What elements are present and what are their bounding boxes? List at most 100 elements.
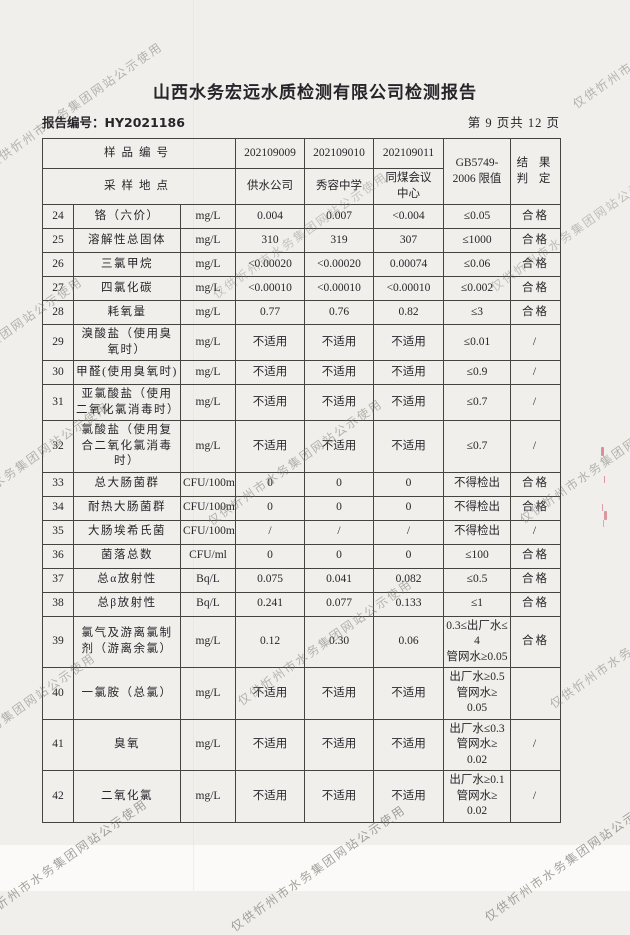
unit: CFU/100ml — [180, 519, 236, 545]
limit: ≤100 — [443, 543, 511, 569]
value-sample-3: 不适用 — [373, 718, 444, 772]
limit: ≤0.5 — [443, 567, 511, 593]
limit: ≤0.01 — [443, 324, 511, 362]
site-3: 同煤会议 中心 — [373, 167, 444, 206]
value-sample-2: 0.76 — [304, 300, 374, 326]
param-name: 耐热大肠菌群 — [73, 495, 181, 521]
row-number: 28 — [42, 300, 74, 326]
row-number: 37 — [42, 567, 74, 593]
value-sample-1: 310 — [235, 228, 305, 254]
unit: mg/L — [180, 204, 236, 230]
value-sample-2: 319 — [304, 228, 374, 254]
value-sample-2: 0.077 — [304, 591, 374, 617]
result: 合格 — [510, 615, 561, 669]
value-sample-3: 0 — [373, 495, 444, 521]
result: / — [510, 420, 561, 473]
value-sample-2: <0.00020 — [304, 252, 374, 278]
report-number: 报告编号：HY2021186 — [42, 115, 185, 130]
row-number: 40 — [42, 667, 74, 720]
param-name: 二氧化氯 — [73, 770, 181, 823]
page-indicator: 第 9 页共 12 页 — [467, 116, 560, 130]
result: 合格 — [510, 567, 561, 593]
header-row-sample-no: 样品编号 202109009 202109010 202109011 GB574… — [42, 137, 561, 206]
table-row: 29 溴酸盐（使用臭氧时） mg/L 不适用 不适用 不适用 ≤0.01/ — [42, 324, 561, 362]
value-sample-3: / — [373, 519, 444, 545]
value-sample-2: 0 — [304, 495, 374, 521]
limit: 不得检出 — [443, 495, 511, 521]
result: 合格 — [510, 300, 561, 326]
value-sample-2: 0.007 — [304, 204, 374, 230]
table-row: 42 二氧化氯 mg/L 不适用 不适用 不适用 出厂水≥0.1 管网水≥ 0.02/ — [42, 770, 561, 823]
limit: 出厂水≥0.5 管网水≥ 0.05 — [443, 667, 511, 720]
limit: ≤1000 — [443, 228, 511, 254]
unit: mg/L — [180, 360, 236, 386]
table-row: 25 溶解性总固体 mg/L 310 319 307 ≤1000 合格 — [42, 228, 561, 254]
unit: mg/L — [180, 228, 236, 254]
page-bottom-edge — [0, 845, 630, 891]
result-column-header: 结 果 判 定 — [510, 137, 561, 206]
unit: CFU/ml — [180, 543, 236, 569]
result: / — [510, 770, 561, 823]
value-sample-2: 不适用 — [304, 770, 374, 823]
limit: 不得检出 — [443, 519, 511, 545]
table-row: 32 氯酸盐（使用复合二氧化氯消毒时） mg/L 不适用 不适用 不适用 ≤0.7/ — [42, 420, 561, 473]
site-2: 秀容中学 — [304, 167, 374, 206]
param-name: 总α放射性 — [73, 567, 181, 593]
param-name: 氯酸盐（使用复合二氧化氯消毒时） — [73, 420, 181, 473]
row-number: 25 — [42, 228, 74, 254]
table-row: 36 菌落总数 CFU/ml 0 0 0 ≤100 合格 — [42, 543, 561, 569]
param-name: 铬（六价） — [73, 204, 181, 230]
table-row: 40 一氯胺（总氯） mg/L 不适用 不适用 不适用 出厂水≥0.5 管网水≥ 0.05 — [42, 667, 561, 720]
site-1: 供水公司 — [235, 167, 305, 206]
table-row: 27 四氯化碳 mg/L <0.00010 <0.00010 <0.00010 ≤0.002… — [42, 276, 561, 302]
limit: ≤3 — [443, 300, 511, 326]
value-sample-3: 307 — [373, 228, 444, 254]
limit: ≤0.7 — [443, 420, 511, 473]
param-name: 三氯甲烷 — [73, 252, 181, 278]
value-sample-2: 0.30 — [304, 615, 374, 669]
results-table: 样品编号 202109009 202109010 202109011 GB574… — [42, 137, 561, 823]
unit: CFU/100ml — [180, 471, 236, 497]
result: 合格 — [510, 591, 561, 617]
value-sample-2: 0 — [304, 471, 374, 497]
row-number: 42 — [42, 770, 74, 823]
value-sample-1: 0 — [235, 543, 305, 569]
unit: mg/L — [180, 615, 236, 669]
value-sample-1: 0.004 — [235, 204, 305, 230]
value-sample-3: 不适用 — [373, 384, 444, 422]
limit: ≤0.05 — [443, 204, 511, 230]
param-name: 亚氯酸盐（使用二氧化氯消毒时） — [73, 384, 181, 422]
limit-column-header: GB5749- 2006 限值 — [443, 137, 511, 206]
value-sample-1: 0.77 — [235, 300, 305, 326]
limit: ≤0.7 — [443, 384, 511, 422]
limit: ≤0.06 — [443, 252, 511, 278]
result: 合格 — [510, 252, 561, 278]
value-sample-2: 0.041 — [304, 567, 374, 593]
value-sample-3: 0.06 — [373, 615, 444, 669]
limit: ≤1 — [443, 591, 511, 617]
value-sample-1: <0.00020 — [235, 252, 305, 278]
result: 合格 — [510, 543, 561, 569]
unit: mg/L — [180, 770, 236, 823]
value-sample-2: <0.00010 — [304, 276, 374, 302]
unit: CFU/100ml — [180, 495, 236, 521]
unit: mg/L — [180, 300, 236, 326]
value-sample-3: 不适用 — [373, 770, 444, 823]
table-body: 24 铬（六价） mg/L 0.004 0.007 <0.004 ≤0.05 合格 25 溶解性总… — [42, 204, 561, 823]
table-row: 24 铬（六价） mg/L 0.004 0.007 <0.004 ≤0.05 合格 — [42, 204, 561, 230]
param-name: 甲醛(使用臭氧时) — [73, 360, 181, 386]
row-number: 27 — [42, 276, 74, 302]
result: / — [510, 360, 561, 386]
value-sample-1: / — [235, 519, 305, 545]
row-number: 34 — [42, 495, 74, 521]
value-sample-1: 不适用 — [235, 384, 305, 422]
value-sample-1: 不适用 — [235, 360, 305, 386]
value-sample-1: 不适用 — [235, 770, 305, 823]
row-number: 32 — [42, 420, 74, 473]
row-number: 39 — [42, 615, 74, 669]
param-name: 耗氧量 — [73, 300, 181, 326]
table-row: 26 三氯甲烷 mg/L <0.00020 <0.00020 0.00074 ≤0.06 合格 — [42, 252, 561, 278]
result: 合格 — [510, 471, 561, 497]
result: / — [510, 324, 561, 362]
limit: 出厂水≥0.1 管网水≥ 0.02 — [443, 770, 511, 823]
